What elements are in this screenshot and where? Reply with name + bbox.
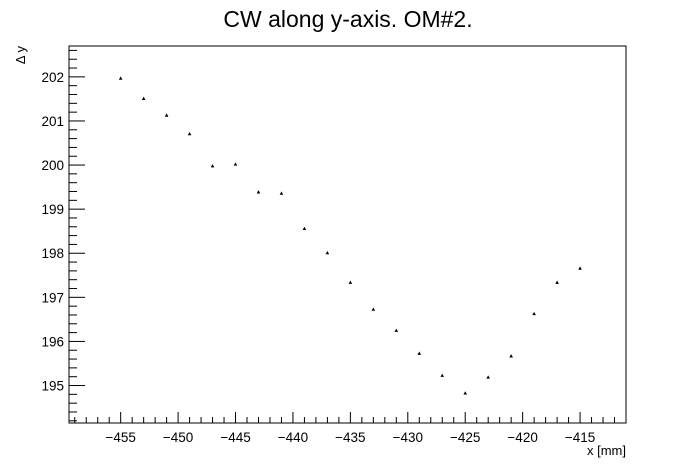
x-axis-label: x [mm] (587, 443, 626, 458)
data-point (279, 191, 284, 195)
data-point (578, 266, 582, 270)
chart-title: CW along y-axis. OM#2. (223, 6, 472, 32)
data-point (440, 373, 445, 377)
plot-frame (68, 45, 627, 424)
x-tick-label: −430 (393, 430, 423, 445)
y-axis-label: Δ y (13, 46, 28, 65)
data-point (325, 250, 330, 255)
data-point (348, 280, 353, 284)
data-point (233, 162, 238, 166)
data-point (302, 226, 307, 231)
y-tick-label: 200 (41, 158, 64, 173)
y-tick-label: 196 (41, 334, 64, 349)
x-tick-label: −445 (220, 430, 250, 445)
data-point (486, 375, 490, 379)
x-tick-label: −435 (335, 430, 365, 445)
x-tick-label: −455 (105, 430, 135, 445)
x-tick-label: −425 (450, 430, 480, 445)
data-point (394, 328, 399, 332)
data-point (532, 311, 536, 316)
data-point (509, 354, 513, 358)
y-axis: 195 196 197 198 199 200 201 202 (41, 49, 85, 422)
data-point (187, 131, 192, 136)
data-points (118, 76, 582, 395)
x-tick-label: −420 (507, 430, 537, 445)
data-point (118, 76, 123, 80)
x-axis: −455 −450 −445 −440 −435 −430 −425 −420 −415 (74, 412, 627, 445)
y-tick-label: 197 (41, 290, 64, 305)
y-tick-label: 199 (41, 202, 64, 217)
data-point (463, 391, 468, 395)
data-point (417, 351, 422, 355)
x-tick-label: −450 (163, 430, 193, 445)
x-tick-label: −415 (565, 430, 595, 445)
y-tick-label: 195 (41, 379, 64, 394)
y-tick-label: 201 (41, 114, 64, 129)
data-point (210, 164, 215, 168)
data-point (555, 280, 559, 284)
data-point (164, 113, 169, 117)
data-point (141, 96, 146, 100)
data-point (256, 190, 261, 194)
y-tick-label: 198 (41, 246, 64, 261)
data-point (371, 307, 376, 311)
y-tick-label: 202 (41, 70, 64, 85)
x-tick-label: −440 (278, 430, 308, 445)
